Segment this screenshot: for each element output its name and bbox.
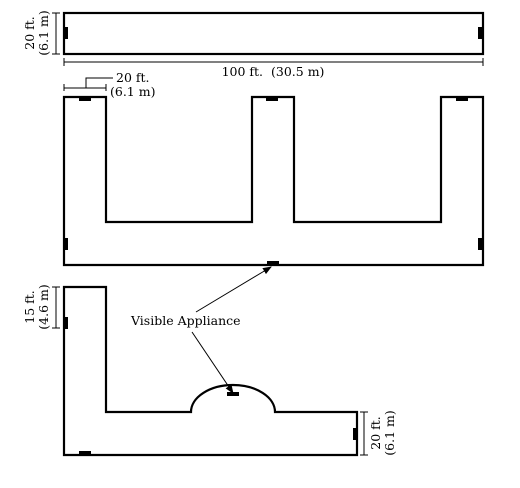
visible-appliance-icon [266,97,278,101]
callout-arrow-up [195,266,272,313]
visible-appliance-icon [64,238,68,250]
top-width-dimension: 100 ft. (30.5 m) [63,58,484,79]
visible-appliance-icon [79,97,91,101]
visible-appliance-icon [64,317,68,329]
straight-corridor [62,11,485,56]
bottom-right-m-label: (6.1 m) [382,410,397,455]
bottom-left-m-label: (4.6 m) [36,284,51,329]
visible-appliance-icon [64,27,68,39]
callout-arrow-down [191,331,234,394]
bottom-left-dimension: 15 ft. (4.6 m) [22,284,60,330]
visible-appliance-icon [267,261,279,265]
visible-appliance-icon [478,238,482,250]
l-shaped-corridor-outline [62,285,359,457]
e-shaped-corridor-outline [62,95,485,267]
top-width-m: (30.5 m) [271,64,324,79]
top-height-ft-label: 20 ft. [22,16,37,50]
bottom-right-ft-label: 20 ft. [368,416,383,450]
bottom-right-dimension: 20 ft. (6.1 m) [360,410,397,456]
e-shaped-corridor [62,95,485,267]
top-width-label: 100 ft. (30.5 m) [222,64,325,79]
bottom-left-ft-label: 15 ft. [22,290,37,324]
visible-appliance-icon [478,27,482,39]
top-width-ft: 100 ft. [222,64,263,79]
straight-corridor-outline [62,11,485,56]
corridor-width-m-label: (6.1 m) [110,84,155,99]
visible-appliance-label: Visible Appliance [130,313,241,328]
visible-appliance-icon [227,392,239,396]
corridor-width-dimension: 20 ft. (6.1 m) [63,70,155,99]
top-height-dimension: 20 ft. (6.1 m) [22,10,60,56]
corridor-width-ft-label: 20 ft. [116,70,150,85]
visible-appliance-icon [353,428,357,440]
l-shaped-corridor [62,285,359,457]
top-height-m-label: (6.1 m) [36,10,51,55]
visible-appliance-icon [79,451,91,455]
visible-appliance-callout: Visible Appliance [130,266,272,394]
visible-appliance-icon [456,97,468,101]
